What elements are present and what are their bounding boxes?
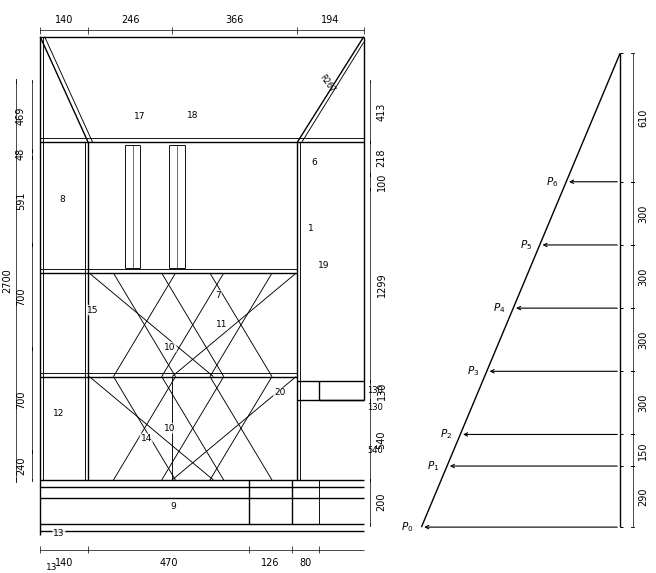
Text: $P_5$: $P_5$ [520, 238, 532, 252]
Text: 194: 194 [321, 14, 340, 25]
Text: 591: 591 [16, 192, 26, 210]
Text: $P_3$: $P_3$ [466, 364, 479, 378]
Text: 300: 300 [638, 268, 648, 286]
Text: 2700: 2700 [2, 268, 12, 293]
Text: 14: 14 [140, 434, 152, 443]
Text: 12: 12 [53, 409, 65, 418]
Text: 540: 540 [367, 446, 382, 455]
Text: 8: 8 [60, 195, 65, 204]
Text: 366: 366 [226, 14, 244, 25]
Text: $P_1$: $P_1$ [427, 459, 440, 473]
Text: R267: R267 [318, 73, 337, 95]
Text: 126: 126 [261, 558, 279, 568]
Text: 130: 130 [377, 382, 386, 400]
Text: 19: 19 [318, 261, 330, 270]
Text: $P_6$: $P_6$ [546, 175, 558, 189]
Text: 300: 300 [638, 331, 648, 349]
Text: 300: 300 [638, 394, 648, 412]
Text: 290: 290 [638, 487, 648, 506]
Text: 246: 246 [121, 14, 139, 25]
Text: 15: 15 [87, 305, 99, 315]
Text: 20: 20 [274, 388, 285, 397]
Text: 80: 80 [300, 558, 312, 568]
Text: 540: 540 [377, 431, 386, 449]
Text: 17: 17 [134, 112, 145, 121]
Text: 700: 700 [16, 287, 26, 306]
Text: 1299: 1299 [377, 273, 386, 297]
Text: 130: 130 [367, 386, 383, 395]
Text: 100: 100 [377, 172, 386, 191]
Text: 218: 218 [377, 149, 386, 167]
Text: 130: 130 [367, 403, 383, 411]
Text: 7: 7 [215, 291, 221, 300]
Text: 150: 150 [638, 441, 648, 460]
Text: 13: 13 [53, 529, 65, 537]
Text: 413: 413 [377, 103, 386, 121]
Text: 240: 240 [16, 457, 26, 475]
Text: 10: 10 [165, 343, 176, 351]
Text: 140: 140 [55, 558, 73, 568]
Text: 1: 1 [308, 224, 314, 233]
Text: 140: 140 [55, 14, 73, 25]
Text: $P_2$: $P_2$ [440, 427, 453, 441]
Text: 469: 469 [16, 107, 26, 125]
Text: 11: 11 [216, 320, 227, 329]
Text: 300: 300 [638, 204, 648, 222]
Text: 700: 700 [16, 391, 26, 409]
Text: 470: 470 [159, 558, 178, 568]
Text: 9: 9 [171, 502, 176, 511]
Text: 13: 13 [47, 563, 58, 572]
Text: 10: 10 [165, 424, 176, 433]
Text: 610: 610 [638, 108, 648, 127]
Text: $P_4$: $P_4$ [493, 301, 506, 315]
Text: 6: 6 [311, 158, 317, 167]
Text: 200: 200 [377, 493, 386, 512]
Text: 18: 18 [186, 111, 198, 120]
Text: $P_0$: $P_0$ [401, 520, 414, 534]
Text: 48: 48 [16, 148, 26, 160]
